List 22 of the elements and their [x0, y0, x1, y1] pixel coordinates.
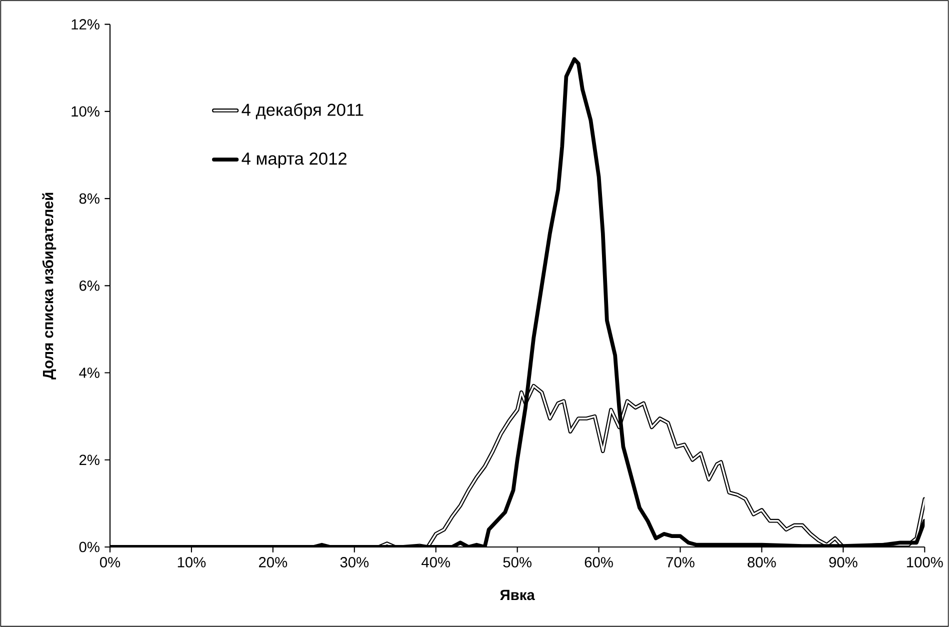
y-tick-label: 0% [79, 542, 100, 552]
x-tick-label: 80% [748, 557, 776, 568]
x-tick-label: 70% [666, 557, 694, 568]
y-tick-label: 8% [79, 193, 100, 204]
y-tick-label: 4% [79, 368, 100, 378]
x-axis-title: Явка [500, 590, 535, 600]
legend-label: 4 декабря 2011 [242, 103, 364, 120]
legend-label: 4 марта 2012 [242, 152, 346, 168]
x-tick-label: 20% [258, 557, 288, 568]
y-tick-label: 2% [80, 454, 100, 466]
x-tick-label: 100% [907, 557, 943, 568]
x-tick-label: 40% [422, 557, 450, 568]
y-tick-label: 12% [72, 19, 100, 30]
x-tick-label: 30% [340, 557, 369, 568]
y-tick-label: 6% [80, 280, 100, 291]
x-tick-label: 0% [100, 557, 120, 568]
x-tick-label: 90% [829, 557, 858, 568]
y-tick-label: 10% [72, 106, 100, 117]
x-tick-label: 50% [503, 557, 532, 568]
x-tick-label: 60% [584, 557, 613, 568]
x-tick-label: 10% [178, 557, 206, 568]
y-axis-title: Доля списка избирателей [42, 192, 56, 380]
